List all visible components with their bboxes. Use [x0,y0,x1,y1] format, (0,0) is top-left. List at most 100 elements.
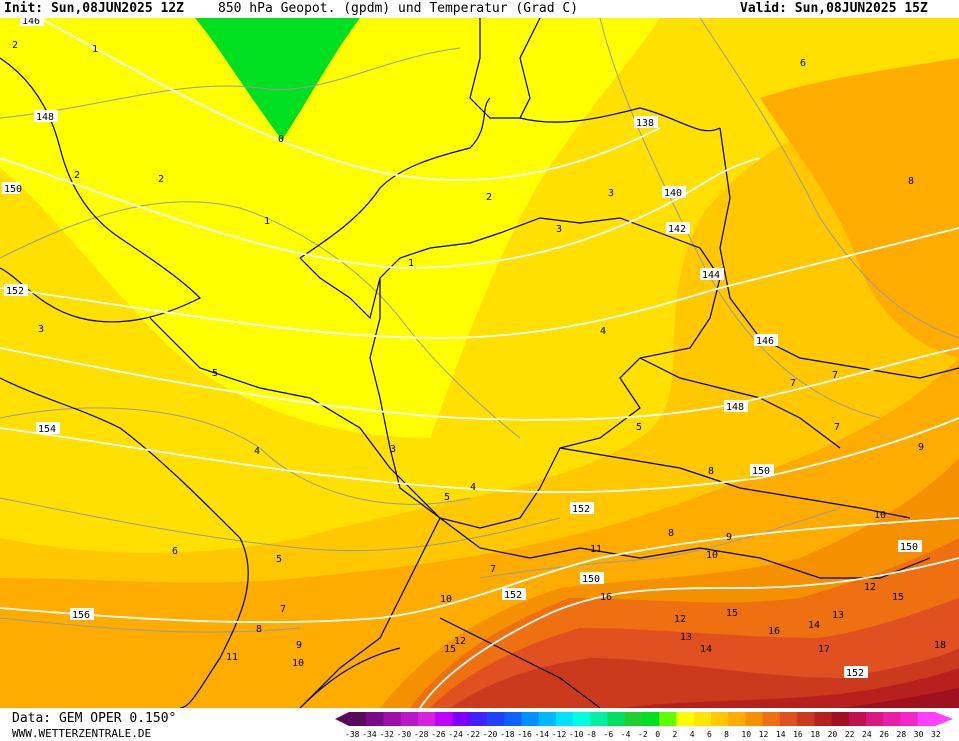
svg-text:146: 146 [22,18,40,27]
svg-text:140: 140 [664,188,682,199]
scale-swatch [521,712,540,726]
temp-label: 5 [212,368,218,379]
temp-label: 4 [600,326,606,337]
geopot-label: 140 [662,186,686,199]
scale-tick-label: -22 [466,730,481,739]
geopot-label: 148 [34,110,58,123]
coastline-baltic [519,107,721,132]
svg-text:152: 152 [846,668,864,679]
border-austria [559,447,911,519]
isotherm-lines [0,18,959,633]
temp-label: 4 [470,482,476,493]
svg-text:142: 142 [668,224,686,235]
scale-arrow-left [335,712,349,726]
border-benelux [299,257,381,320]
scale-swatch [538,712,557,726]
temperature-color-scale: -38 -34 -32 -30 -28 -26 -24 -22 -20 -18 -16 -14 -12-… [335,712,953,739]
scale-tick-label: -38 [345,730,360,739]
map-title: 850 hPa Geopot. (gpdm) und Temperatur (G… [218,1,579,16]
scale-swatch [486,712,505,726]
scale-tick-label: 20 [828,730,838,739]
scale-tick-label: -2 [638,730,648,739]
temperature-fill [0,18,959,708]
temp-label: 7 [490,564,496,575]
scale-arrow-right [935,712,953,726]
scale-swatch [555,712,574,726]
temp-label: 14 [700,644,712,655]
band-18-to-20 [620,668,959,708]
scale-tick-label: 4 [690,730,695,739]
scale-tick-label: -6 [604,730,614,739]
band-16-to-18 [450,648,959,708]
temp-label: 6 [800,58,806,69]
scale-swatch [866,712,884,726]
svg-text:150: 150 [900,542,918,553]
temp-label: 7 [790,378,796,389]
scale-swatch [607,712,626,726]
temp-label: 15 [892,592,904,603]
temp-label: 16 [768,626,780,637]
temp-label: 16 [600,592,612,603]
svg-text:150: 150 [752,466,770,477]
coastline-uk [0,57,202,323]
band-20-plus [840,688,959,708]
scale-tick-label: 0 [655,730,660,739]
temp-label: 15 [444,644,456,655]
temp-label: 8 [908,176,914,187]
svg-text:152: 152 [572,504,590,515]
border-czech [639,357,841,449]
coastline-north-sea [299,97,491,259]
scale-tick-label: -32 [379,730,394,739]
temp-label: 2 [158,174,164,185]
scale-tick-label: 16 [793,730,803,739]
temp-label: 7 [832,370,838,381]
scale-tick-label: 30 [914,730,924,739]
geopotential-labels: 146 148 150 152 154 156 138 140 142 144 … [2,18,922,679]
svg-text:156: 156 [72,610,90,621]
scale-swatch [676,712,695,726]
temp-label: 10 [440,594,452,605]
geopotential-contours [0,18,959,708]
svg-text:138: 138 [636,118,654,129]
temp-label: 7 [280,604,286,615]
temp-label: 3 [390,444,396,455]
scale-tick-label: 18 [810,730,820,739]
temp-label: 1 [264,216,270,227]
temp-label: 17 [818,644,830,655]
temp-label: 14 [808,620,820,631]
temp-label: 1 [408,258,414,269]
temp-label: 15 [726,608,738,619]
scale-swatch [452,712,471,726]
scale-swatch [400,712,419,726]
geopot-label: 154 [36,422,60,435]
band-east-8-to-10 [760,58,959,358]
scale-tick-label: 28 [897,730,907,739]
website-credit: WWW.WETTERZENTRALE.DE [12,727,152,740]
temperature-labels: 0 1 1 1 2 2 2 2 3 3 3 3 4 4 4 5 5 5 5 6 … [12,40,946,669]
scale-swatch [728,712,746,726]
scale-labels: -38 -34 -32 -30 -28 -26 -24 -22 -20 -18 -16 -14 -12-… [345,730,941,739]
svg-text:154: 154 [38,424,56,435]
svg-text:144: 144 [702,270,720,281]
scale-swatch [642,712,660,726]
temp-label: 3 [608,188,614,199]
geopot-label: 152 [844,666,868,679]
scale-tick-label: -20 [483,730,498,739]
scale-swatch [917,712,936,726]
svg-text:152: 152 [504,590,522,601]
scale-tick-label: -8 [586,730,596,739]
temp-label: 11 [226,652,238,663]
geopot-label: 150 [2,182,22,195]
scale-tick-label: -28 [414,730,429,739]
scale-tick-label: 32 [931,730,941,739]
scale-tick-label: 6 [707,730,712,739]
scale-tick-label: -10 [569,730,584,739]
temp-label: 0 [278,134,284,145]
scale-swatch [831,712,850,726]
scale-swatch [848,712,867,726]
geopot-label: 156 [70,608,94,621]
geopot-label: 152 [570,502,594,515]
scale-tick-label: 8 [724,730,729,739]
geopot-label: 142 [666,222,690,235]
scale-swatch [779,712,798,726]
